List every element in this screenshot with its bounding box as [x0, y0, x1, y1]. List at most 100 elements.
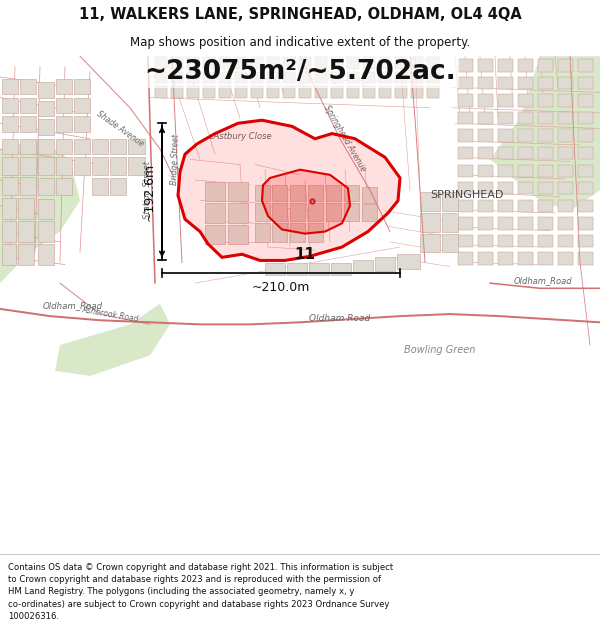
Text: Oldham_Road: Oldham_Road [43, 301, 103, 310]
Polygon shape [38, 178, 54, 196]
Polygon shape [155, 72, 167, 83]
Polygon shape [478, 252, 493, 264]
Polygon shape [20, 116, 36, 131]
Polygon shape [92, 178, 108, 196]
Polygon shape [518, 164, 533, 177]
Polygon shape [498, 182, 513, 194]
Polygon shape [2, 116, 18, 131]
Polygon shape [262, 169, 350, 234]
Text: 11, WALKERS LANE, SPRINGHEAD, OLDHAM, OL4 4QA: 11, WALKERS LANE, SPRINGHEAD, OLDHAM, OL… [79, 6, 521, 21]
Polygon shape [375, 258, 395, 271]
Polygon shape [251, 58, 263, 69]
Polygon shape [74, 139, 90, 154]
Polygon shape [498, 112, 513, 124]
Polygon shape [498, 59, 513, 72]
Polygon shape [411, 72, 423, 83]
Polygon shape [558, 199, 573, 212]
Polygon shape [518, 252, 533, 264]
Polygon shape [395, 86, 407, 98]
Polygon shape [458, 129, 473, 142]
Polygon shape [331, 262, 351, 275]
Polygon shape [498, 234, 513, 247]
Polygon shape [478, 94, 493, 107]
Polygon shape [578, 234, 593, 247]
Polygon shape [315, 86, 327, 98]
Text: Map shows position and indicative extent of the property.: Map shows position and indicative extent… [130, 36, 470, 49]
Polygon shape [283, 86, 295, 98]
Polygon shape [308, 202, 323, 221]
Polygon shape [518, 77, 533, 89]
Polygon shape [478, 217, 493, 229]
Polygon shape [478, 182, 493, 194]
Polygon shape [363, 86, 375, 98]
Polygon shape [74, 98, 90, 113]
Text: Oldham Road: Oldham Road [310, 314, 371, 322]
Polygon shape [427, 86, 439, 98]
Polygon shape [353, 261, 373, 272]
Polygon shape [255, 202, 270, 221]
Polygon shape [538, 234, 553, 247]
Polygon shape [518, 147, 533, 159]
Polygon shape [267, 86, 279, 98]
Polygon shape [518, 59, 533, 72]
Polygon shape [518, 234, 533, 247]
Polygon shape [427, 58, 439, 69]
Polygon shape [171, 86, 183, 98]
Polygon shape [395, 58, 407, 69]
Polygon shape [272, 185, 287, 201]
Polygon shape [362, 204, 377, 221]
Polygon shape [228, 202, 248, 223]
Polygon shape [228, 226, 248, 244]
Polygon shape [458, 182, 473, 194]
Polygon shape [478, 147, 493, 159]
Polygon shape [20, 158, 36, 175]
Text: 11: 11 [295, 247, 316, 262]
Polygon shape [518, 182, 533, 194]
Polygon shape [56, 139, 72, 154]
Polygon shape [235, 86, 247, 98]
Polygon shape [283, 58, 295, 69]
Polygon shape [326, 202, 341, 221]
Polygon shape [38, 119, 54, 134]
Polygon shape [478, 77, 493, 89]
Polygon shape [490, 56, 600, 211]
Polygon shape [56, 79, 72, 94]
Polygon shape [578, 94, 593, 107]
Polygon shape [538, 77, 553, 89]
Polygon shape [458, 164, 473, 177]
Polygon shape [578, 199, 593, 212]
Polygon shape [558, 77, 573, 89]
Polygon shape [538, 252, 553, 264]
Text: Springhead Avenue: Springhead Avenue [322, 104, 368, 174]
Polygon shape [56, 116, 72, 131]
Polygon shape [420, 234, 440, 252]
Polygon shape [362, 188, 377, 202]
Polygon shape [578, 112, 593, 124]
Polygon shape [538, 164, 553, 177]
Polygon shape [187, 86, 199, 98]
Polygon shape [128, 158, 145, 175]
Polygon shape [397, 254, 420, 269]
Text: Bowling Green: Bowling Green [404, 345, 476, 355]
Polygon shape [56, 98, 72, 113]
Polygon shape [251, 86, 263, 98]
Polygon shape [55, 304, 170, 376]
Polygon shape [478, 164, 493, 177]
Polygon shape [74, 116, 90, 131]
Polygon shape [379, 72, 391, 83]
Polygon shape [558, 234, 573, 247]
Polygon shape [74, 158, 90, 175]
Polygon shape [283, 72, 295, 83]
Polygon shape [578, 59, 593, 72]
Polygon shape [203, 86, 215, 98]
Text: SPRINGHEAD: SPRINGHEAD [430, 191, 503, 201]
Polygon shape [56, 178, 72, 196]
Polygon shape [299, 72, 311, 83]
Polygon shape [235, 58, 247, 69]
Polygon shape [478, 199, 493, 212]
Polygon shape [458, 252, 473, 264]
Polygon shape [38, 82, 54, 98]
Polygon shape [20, 98, 36, 113]
Polygon shape [187, 72, 199, 83]
Polygon shape [458, 217, 473, 229]
